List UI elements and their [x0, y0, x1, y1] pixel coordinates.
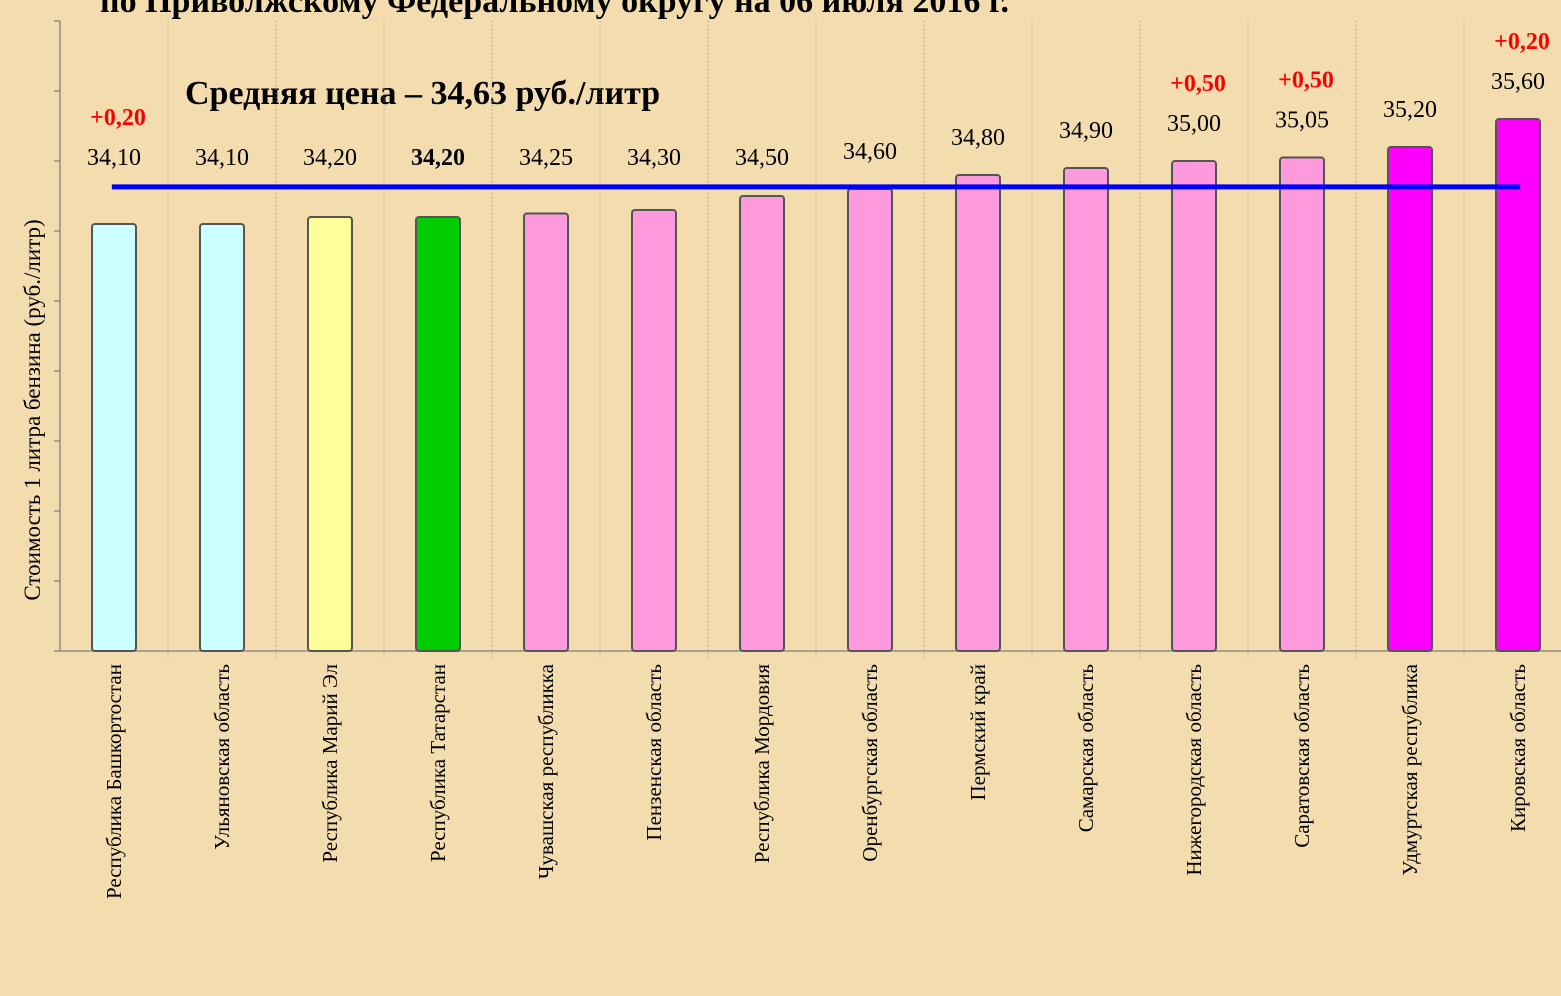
- y-axis-label: Стоимость 1 литра бензина (руб./литр): [20, 219, 45, 600]
- x-tick-label: Самарская область: [1074, 664, 1098, 832]
- x-tick-label: Нижегородская область: [1182, 664, 1206, 876]
- x-tick-label: Ульяновская область: [210, 664, 234, 850]
- change-label: +0,50: [1278, 68, 1334, 94]
- change-label: +0,20: [90, 105, 146, 131]
- x-tick-label: Кировская область: [1506, 664, 1530, 832]
- x-tick-label: Республика Марий Эл: [318, 664, 342, 863]
- value-label: 34,10: [87, 145, 141, 171]
- bar: [739, 195, 785, 652]
- x-tick-label: Республика Татарстан: [426, 664, 450, 862]
- bar: [199, 223, 245, 652]
- bar: [1279, 156, 1325, 652]
- value-label: 35,00: [1167, 111, 1221, 137]
- value-label: 34,30: [627, 145, 681, 171]
- value-label: 34,50: [735, 145, 789, 171]
- bar: [1495, 118, 1541, 652]
- bar: [955, 174, 1001, 652]
- value-label: 34,60: [843, 139, 897, 165]
- bar: [307, 216, 353, 652]
- value-label: 35,20: [1383, 97, 1437, 123]
- change-label: +0,50: [1170, 71, 1226, 97]
- bar: [1387, 146, 1433, 652]
- x-tick-label: Удмуртская республика: [1398, 663, 1422, 875]
- x-tick-label: Республика Башкортостан: [102, 664, 126, 899]
- value-label: 34,20: [411, 145, 465, 171]
- x-tick-label: Пензенская область: [642, 664, 666, 841]
- bar: [1171, 160, 1217, 652]
- change-label: +0,20: [1494, 29, 1550, 55]
- value-label: 34,90: [1059, 118, 1113, 144]
- value-label: 35,05: [1275, 108, 1329, 134]
- average-annotation: Средняя цена – 34,63 руб./литр: [185, 75, 660, 112]
- bar: [415, 216, 461, 652]
- value-label: 34,20: [303, 145, 357, 171]
- bar: [91, 223, 137, 652]
- bar: [847, 188, 893, 652]
- x-tick-label: Чувашская республикка: [534, 663, 558, 879]
- value-label: 35,60: [1491, 69, 1545, 95]
- x-tick-label: Оренбургская область: [858, 664, 882, 862]
- x-tick-label: Саратовская область: [1290, 664, 1314, 848]
- bar: [1063, 167, 1109, 652]
- x-tick-label: Пермский край: [966, 664, 990, 800]
- x-tick-label: Республика Мордовия: [750, 664, 774, 864]
- value-label: 34,10: [195, 145, 249, 171]
- bar: [631, 209, 677, 652]
- bar: [523, 212, 569, 652]
- value-label: 34,25: [519, 145, 573, 171]
- chart-title: по Приволжскому Федеральному округу на 0…: [100, 0, 1009, 20]
- value-label: 34,80: [951, 125, 1005, 151]
